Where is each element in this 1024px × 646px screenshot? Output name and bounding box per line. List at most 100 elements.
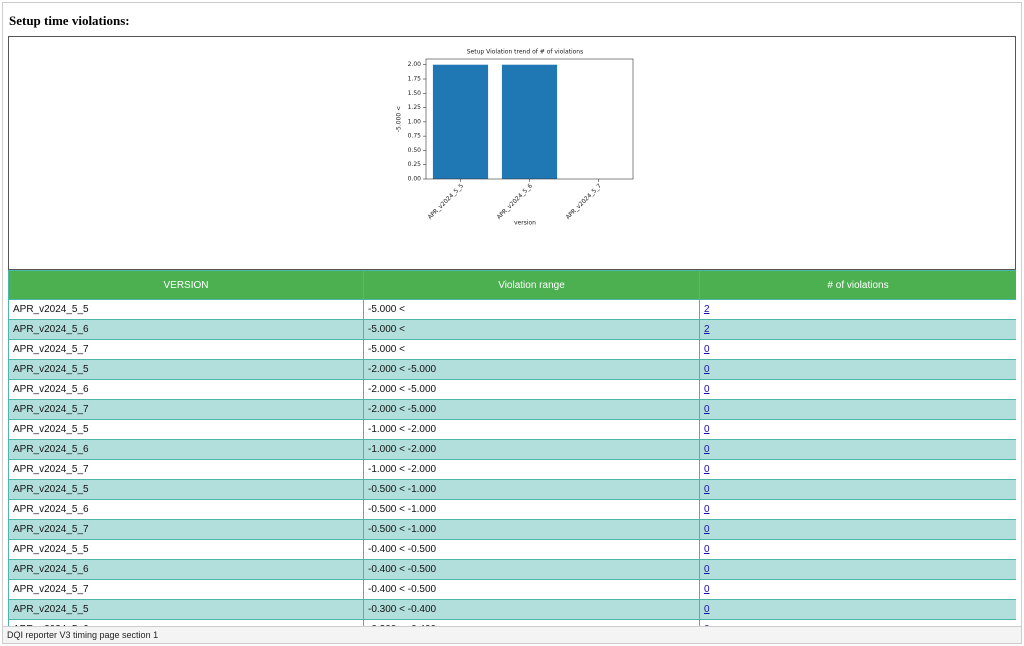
cell: 0	[699, 359, 1016, 380]
cell: 0	[699, 579, 1016, 600]
cell: -5.000 <	[363, 339, 700, 360]
table-row: APR_v2024_5_5 -5.000 < 2	[8, 299, 1016, 320]
cell: APR_v2024_5_5	[8, 479, 364, 500]
cell: -0.400 < -0.500	[363, 559, 700, 580]
cell: APR_v2024_5_5	[8, 539, 364, 560]
violation-count-link[interactable]: 0	[704, 384, 710, 395]
cell: APR_v2024_5_7	[8, 519, 364, 540]
column-header: Violation range	[363, 270, 700, 300]
cell: APR_v2024_5_6	[8, 499, 364, 520]
violation-count-link[interactable]: 0	[704, 564, 710, 575]
table-row: APR_v2024_5_5 -1.000 < -2.000 0	[8, 419, 1016, 440]
cell: 0	[699, 619, 1016, 626]
y-tick-label: 0.00	[408, 176, 422, 183]
table-body: APR_v2024_5_5 -5.000 <2 APR_v2024_5_6 -5.00…	[8, 299, 1016, 626]
cell: -0.400 < -0.500	[363, 539, 700, 560]
violation-count-link[interactable]: 0	[704, 404, 710, 415]
cell: 0	[699, 399, 1016, 420]
table-row: APR_v2024_5_7 -2.000 < -5.000 0	[8, 399, 1016, 420]
table-row: APR_v2024_5_7 -5.000 < 0	[8, 339, 1016, 360]
cell: 2	[699, 319, 1016, 340]
cell: APR_v2024_5_5	[8, 359, 364, 380]
y-tick-label: 0.75	[408, 133, 422, 140]
table-row: APR_v2024_5_7 -0.500 < -1.000 0	[8, 519, 1016, 540]
cell: APR_v2024_5_6	[8, 559, 364, 580]
y-tick-label: 1.00	[408, 118, 422, 125]
cell: APR_v2024_5_7	[8, 399, 364, 420]
table-row: APR_v2024_5_6 -0.400 < -0.500 0	[8, 559, 1016, 580]
table-row: APR_v2024_5_5 -0.500 < -1.000 0	[8, 479, 1016, 500]
violation-count-link[interactable]: 2	[704, 304, 710, 315]
table-row: APR_v2024_5_7 -0.400 < -0.500 0	[8, 579, 1016, 600]
violation-count-link[interactable]: 0	[704, 424, 710, 435]
bar	[501, 64, 558, 179]
cell: -5.000 <	[363, 299, 700, 320]
header-row: VERSION Violation range # of violations	[8, 270, 1016, 300]
table-wrap: VERSION Violation range # of violations AP…	[8, 270, 1016, 626]
table-row: APR_v2024_5_6 -2.000 < -5.000 0	[8, 379, 1016, 400]
section-title: Setup time violations:	[9, 13, 130, 28]
cell: 0	[699, 539, 1016, 560]
cell: APR_v2024_5_6	[8, 379, 364, 400]
cell: APR_v2024_5_6	[8, 319, 364, 340]
cell: 0	[699, 559, 1016, 580]
cell: 0	[699, 479, 1016, 500]
plot-frame	[425, 58, 634, 180]
cell: -1.000 < -2.000	[363, 459, 700, 480]
cell: 0	[699, 379, 1016, 400]
cell: APR_v2024_5_6	[8, 439, 364, 460]
cell: -2.000 < -5.000	[363, 399, 700, 420]
cell: 0	[699, 599, 1016, 620]
cell: APR_v2024_5_5	[8, 299, 364, 320]
cell: -0.500 < -1.000	[363, 519, 700, 540]
violation-count-link[interactable]: 0	[704, 544, 710, 555]
cell: -1.000 < -2.000	[363, 439, 700, 460]
x-tick-label: APR_v2024_5_5	[427, 182, 466, 221]
violations-table: VERSION Violation range # of violations AP…	[8, 270, 1016, 626]
violation-count-link[interactable]: 0	[704, 604, 710, 615]
y-axis-label: -5.000 <	[396, 106, 403, 132]
violation-count-link[interactable]: 0	[704, 364, 710, 375]
table-row: APR_v2024_5_6 -1.000 < -2.000 0	[8, 439, 1016, 460]
cell: -0.500 < -1.000	[363, 499, 700, 520]
y-tick-label: 0.25	[408, 161, 422, 168]
y-tick-label: 1.25	[408, 104, 422, 111]
table-row: APR_v2024_5_5 -0.300 < -0.400 0	[8, 599, 1016, 620]
x-tick-label: APR_v2024_5_6	[496, 182, 535, 221]
cell: -0.300 < -0.400	[363, 599, 700, 620]
violation-count-link[interactable]: 2	[704, 324, 710, 335]
cell: -0.500 < -1.000	[363, 479, 700, 500]
violation-count-link[interactable]: 0	[704, 484, 710, 495]
cell: -2.000 < -5.000	[363, 359, 700, 380]
violation-count-link[interactable]: 0	[704, 464, 710, 475]
table-row: APR_v2024_5_5 -2.000 < -5.000 0	[8, 359, 1016, 380]
chart: Setup Violation trend of # of violations…	[396, 49, 634, 227]
column-header: VERSION	[8, 270, 364, 300]
cell: APR_v2024_5_5	[8, 419, 364, 440]
cell: 0	[699, 339, 1016, 360]
violation-count-link[interactable]: 0	[704, 624, 710, 626]
chart-box: Setup Violation trend of # of violations…	[8, 36, 1016, 270]
cell: -2.000 < -5.000	[363, 379, 700, 400]
violation-count-link[interactable]: 0	[704, 524, 710, 535]
cell: -1.000 < -2.000	[363, 419, 700, 440]
table-row: APR_v2024_5_6 -5.000 < 2	[8, 319, 1016, 340]
violation-count-link[interactable]: 0	[704, 584, 710, 595]
x-tick-label: APR_v2024_5_7	[565, 182, 604, 221]
violation-count-link[interactable]: 0	[704, 444, 710, 455]
cell: -0.400 < -0.500	[363, 579, 700, 600]
table-row: APR_v2024_5_5 -0.400 < -0.500 0	[8, 539, 1016, 560]
table-row: APR_v2024_5_7 -1.000 < -2.000 0	[8, 459, 1016, 480]
cell: APR_v2024_5_7	[8, 339, 364, 360]
column-header: # of violations	[699, 270, 1016, 300]
cell: 0	[699, 499, 1016, 520]
y-tick-label: 1.50	[408, 90, 422, 97]
table-row: APR_v2024_5_6 -0.500 < -1.000 0	[8, 499, 1016, 520]
violation-count-link[interactable]: 0	[704, 504, 710, 515]
cell: 0	[699, 519, 1016, 540]
cell: 0	[699, 439, 1016, 460]
violation-count-link[interactable]: 0	[704, 344, 710, 355]
cell: APR_v2024_5_7	[8, 579, 364, 600]
